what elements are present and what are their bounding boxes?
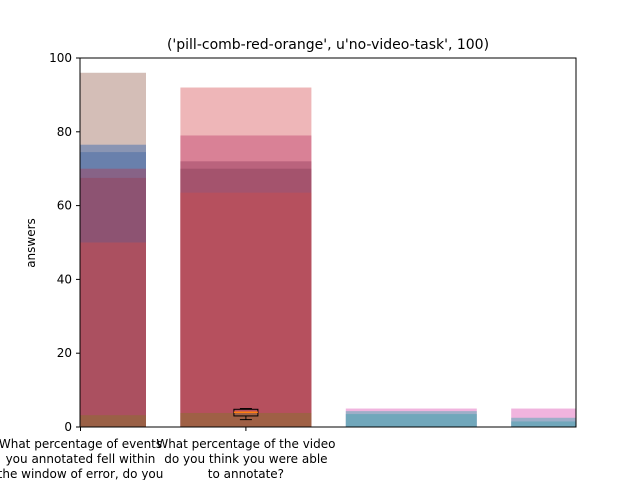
y-tick-label-20: 20 bbox=[57, 346, 72, 360]
x-category-label-1: What percentage of the video do you think… bbox=[156, 437, 335, 480]
bars-group bbox=[80, 72, 576, 427]
x-axis: What percentage of events you annotated f… bbox=[0, 427, 335, 480]
plot-frame bbox=[79, 57, 577, 428]
bar-s10-c2 bbox=[345, 414, 477, 427]
y-axis: 0 20 40 60 80 100 bbox=[49, 51, 80, 434]
y-tick-label-0: 0 bbox=[64, 420, 72, 434]
boxplot-group bbox=[233, 408, 259, 421]
y-tick-label-40: 40 bbox=[57, 272, 72, 286]
y-axis-label: answers bbox=[24, 218, 38, 268]
bar-s11-c0 bbox=[80, 415, 146, 427]
y-tick-label-100: 100 bbox=[49, 51, 72, 65]
bar-s7-c0 bbox=[80, 242, 146, 427]
y-tick-label-60: 60 bbox=[57, 199, 72, 213]
bar-s10-c3 bbox=[511, 421, 576, 427]
x-category-label-0: What percentage of events you annotated f… bbox=[0, 437, 163, 480]
chart-title: ('pill-comb-red-orange', u'no-video-task… bbox=[167, 37, 489, 53]
bar-s7-c1 bbox=[180, 192, 312, 427]
y-tick-label-80: 80 bbox=[57, 125, 72, 139]
